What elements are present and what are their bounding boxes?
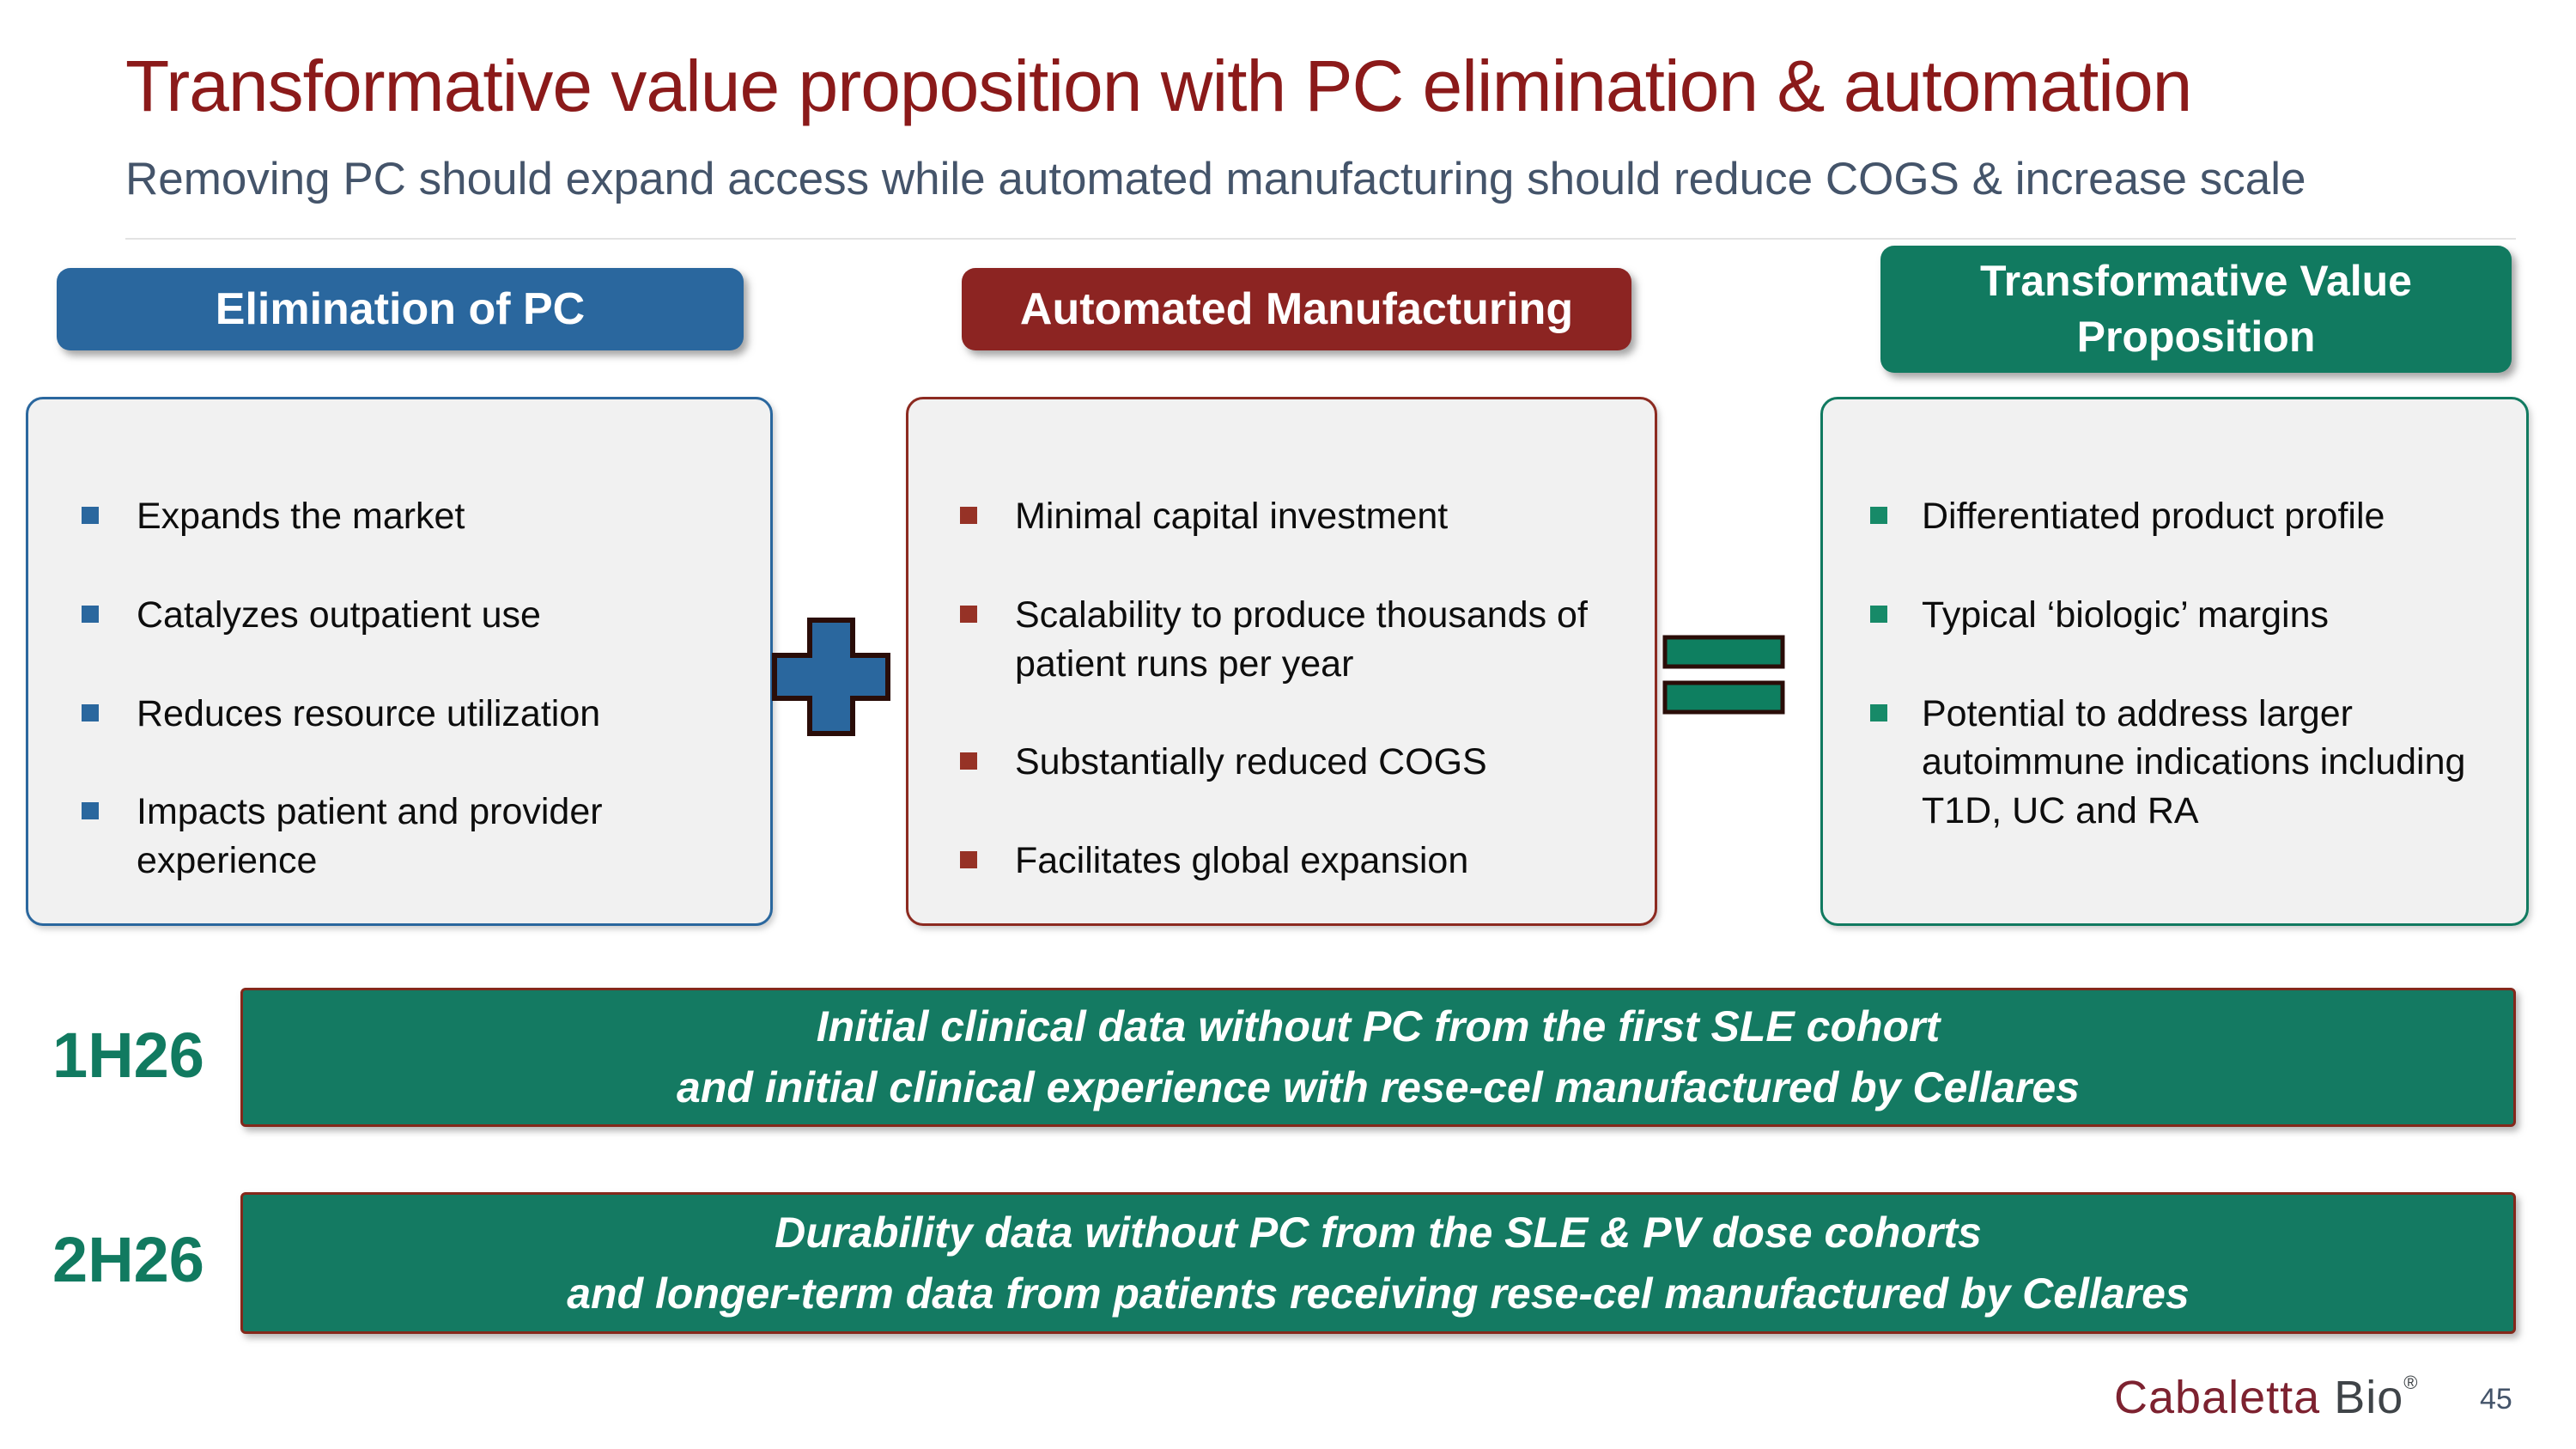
- bullet-square-icon: [960, 605, 977, 623]
- bullet-square-icon: [82, 605, 99, 623]
- bullet-text: Potential to address larger autoimmune i…: [1922, 692, 2466, 832]
- list-item: Minimal capital investment: [960, 492, 1639, 541]
- list-item: Expands the market: [82, 492, 750, 541]
- timeline-label-1h26: 1H26: [52, 1020, 204, 1091]
- list-item: Reduces resource utilization: [82, 690, 750, 739]
- bullet-text: Reduces resource utilization: [137, 692, 601, 734]
- bullet-text: Minimal capital investment: [1015, 496, 1449, 537]
- transformative-value-proposition-box: Differentiated product profile Typical ‘…: [1820, 397, 2529, 926]
- banner-line: and longer-term data from patients recei…: [567, 1269, 2190, 1318]
- list-item: Potential to address larger autoimmune i…: [1870, 690, 2516, 836]
- page-number: 45: [2480, 1383, 2512, 1416]
- plus-icon: [769, 615, 893, 743]
- logo-text-cabaletta: Cabaletta: [2114, 1372, 2321, 1423]
- bullet-square-icon: [1870, 703, 1887, 721]
- list-item: Catalyzes outpatient use: [82, 591, 750, 640]
- bullet-square-icon: [82, 507, 99, 524]
- bullet-text: Expands the market: [137, 496, 465, 537]
- header-pill-transformative-value-proposition: Transformative Value Proposition: [1880, 246, 2512, 373]
- bullet-text: Impacts patient and provider experience: [137, 791, 603, 881]
- automated-manufacturing-box: Minimal capital investment Scalability t…: [906, 397, 1657, 926]
- list-item: Substantially reduced COGS: [960, 738, 1639, 787]
- header-pill-elimination-of-pc: Elimination of PC: [57, 268, 744, 350]
- banner-line: Durability data without PC from the SLE …: [775, 1208, 1982, 1257]
- bullet-square-icon: [82, 703, 99, 721]
- bullet-text: Typical ‘biologic’ margins: [1922, 594, 2329, 636]
- timeline-banner-1h26: Initial clinical data without PC from th…: [240, 988, 2516, 1127]
- bullet-text: Differentiated product profile: [1922, 496, 2385, 537]
- banner-line: Initial clinical data without PC from th…: [816, 1002, 1941, 1050]
- banner-line: and initial clinical experience with res…: [677, 1063, 2080, 1111]
- page-title: Transformative value proposition with PC…: [125, 46, 2192, 126]
- logo-text-bio: Bio: [2334, 1372, 2404, 1423]
- list-item: Impacts patient and provider experience: [82, 788, 750, 886]
- registered-trademark-icon: ®: [2403, 1372, 2419, 1393]
- company-logo: Cabaletta Bio®: [2114, 1371, 2418, 1424]
- divider-line: [125, 238, 2516, 240]
- bullet-square-icon: [960, 851, 977, 868]
- list-item: Scalability to produce thousands of pati…: [960, 591, 1639, 689]
- bullet-square-icon: [960, 507, 977, 524]
- bullet-text: Scalability to produce thousands of pati…: [1015, 594, 1588, 685]
- bullet-text: Substantially reduced COGS: [1015, 741, 1487, 783]
- bullet-square-icon: [960, 752, 977, 770]
- list-item: Facilitates global expansion: [960, 837, 1639, 886]
- timeline-label-2h26: 2H26: [52, 1224, 204, 1295]
- page-subtitle: Removing PC should expand access while a…: [125, 154, 2306, 204]
- bullet-text: Catalyzes outpatient use: [137, 594, 541, 636]
- timeline-banner-2h26: Durability data without PC from the SLE …: [240, 1192, 2516, 1334]
- equals-icon: [1662, 634, 1786, 721]
- bullet-square-icon: [1870, 507, 1887, 524]
- list-item: Typical ‘biologic’ margins: [1870, 591, 2516, 640]
- list-item: Differentiated product profile: [1870, 492, 2516, 541]
- bullet-square-icon: [1870, 605, 1887, 623]
- elimination-of-pc-box: Expands the market Catalyzes outpatient …: [26, 397, 773, 926]
- header-pill-automated-manufacturing: Automated Manufacturing: [962, 268, 1631, 350]
- bullet-text: Facilitates global expansion: [1015, 840, 1469, 881]
- bullet-square-icon: [82, 802, 99, 820]
